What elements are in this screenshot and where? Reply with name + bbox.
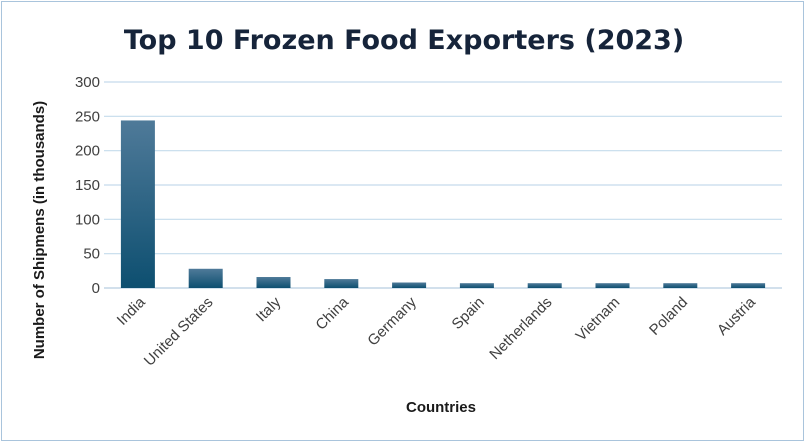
y-tick-label: 0 — [92, 280, 100, 297]
bar-austria — [731, 283, 766, 288]
x-tick-label: Italy — [253, 293, 285, 325]
bar-united-states — [188, 268, 223, 288]
chart-title: Top 10 Frozen Food Exporters (2023) — [124, 25, 684, 56]
bar-netherlands — [527, 283, 562, 288]
y-tick-label: 150 — [75, 177, 100, 194]
x-tick-label: India — [114, 293, 149, 328]
x-axis-label: Countries — [406, 399, 476, 416]
y-tick-label: 300 — [75, 74, 100, 91]
bar-poland — [663, 283, 698, 288]
x-tick-label: Vietnam — [573, 294, 624, 345]
x-tick-label: China — [312, 293, 352, 333]
x-tick-label: Poland — [646, 294, 691, 339]
bars — [120, 120, 766, 288]
y-axis-ticks: 0 50 100 150 200 250 300 — [75, 74, 100, 297]
x-tick-label: United States — [141, 294, 217, 370]
y-tick-label: 200 — [75, 143, 100, 160]
y-tick-label: 250 — [75, 108, 100, 125]
x-tick-label: Spain — [449, 294, 488, 333]
bar-italy — [256, 277, 291, 288]
bar-spain — [459, 283, 494, 288]
y-axis-label: Number of Shipmens (in thousands) — [31, 101, 48, 359]
x-tick-label: Netherlands — [486, 294, 555, 363]
bar-india — [120, 120, 155, 288]
gridlines — [104, 81, 782, 289]
x-tick-label: Austria — [714, 293, 759, 338]
bar-vietnam — [595, 283, 630, 288]
bar-china — [324, 279, 359, 288]
y-tick-label: 100 — [75, 211, 100, 228]
y-tick-label: 50 — [83, 246, 100, 263]
bar-germany — [392, 282, 427, 288]
x-tick-label: Germany — [364, 293, 420, 349]
